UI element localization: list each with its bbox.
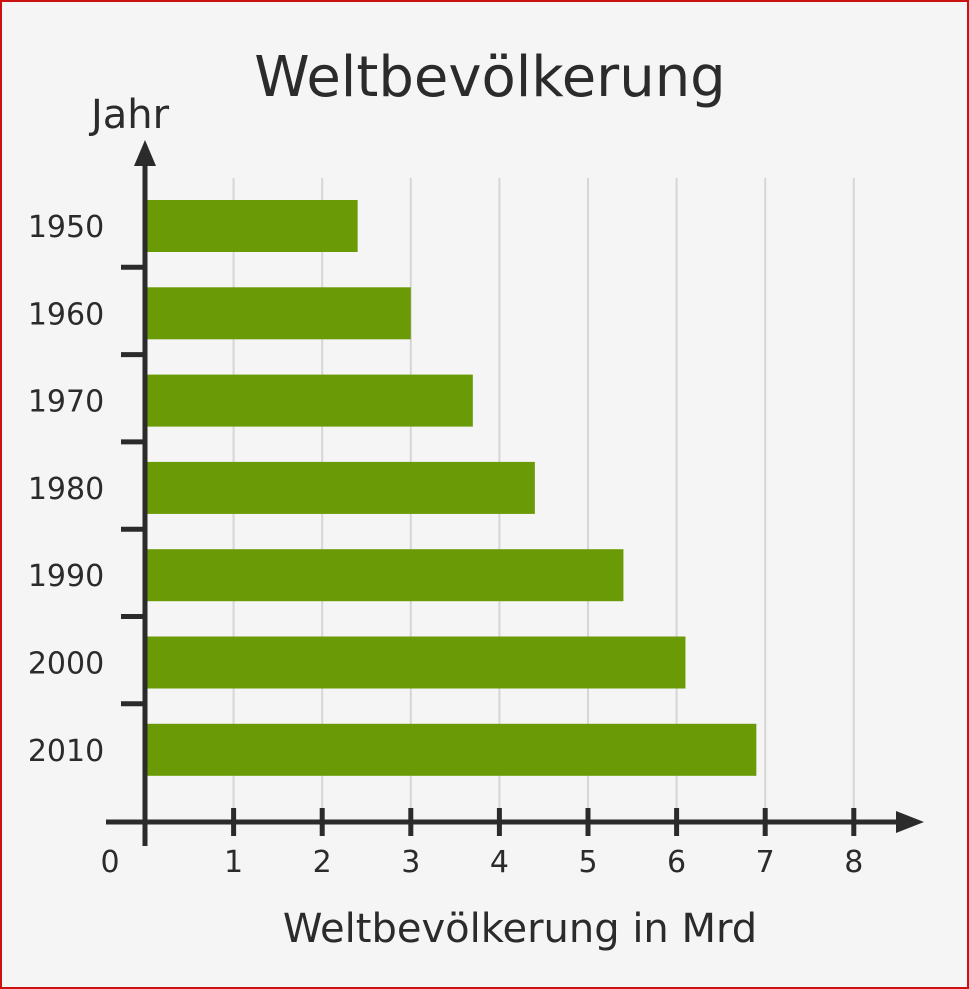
x-axis-arrow-icon [896, 811, 924, 833]
grid-lines [232, 178, 855, 822]
y-tick-label: 2010 [28, 734, 104, 769]
x-tick-label: 3 [401, 845, 420, 880]
x-axis-label: Weltbevölkerung in Mrd [283, 906, 757, 952]
y-tick-label: 1970 [28, 385, 104, 420]
x-tick-label: 6 [667, 845, 686, 880]
chart-title: Weltbevölkerung [254, 45, 725, 110]
bar-1970 [145, 374, 473, 427]
bar-2000 [145, 636, 686, 689]
x-tick-label: 0 [100, 845, 119, 880]
bars [145, 200, 757, 776]
x-tick-label: 7 [756, 845, 775, 880]
x-tick-label: 2 [313, 845, 332, 880]
y-tick-label: 1990 [28, 559, 104, 594]
y-tick-label: 2000 [28, 647, 104, 682]
y-axis-arrow-icon [134, 140, 156, 166]
y-ticks: 1950 1960 1970 1980 1990 2000 2010 [28, 210, 145, 769]
bar-1960 [145, 287, 411, 340]
y-tick-label: 1960 [28, 297, 104, 332]
bar-1980 [145, 461, 535, 514]
y-tick-label: 1950 [28, 210, 104, 245]
x-tick-label: 5 [578, 845, 597, 880]
axes [106, 140, 924, 846]
x-tick-label: 1 [224, 845, 243, 880]
x-ticks: 0 1 2 3 4 5 6 7 8 [100, 808, 863, 880]
y-tick-label: 1980 [28, 472, 104, 507]
bar-1950 [145, 200, 358, 252]
x-tick-label: 4 [490, 845, 509, 880]
x-tick-label: 8 [844, 845, 863, 880]
bar-1990 [145, 549, 624, 602]
y-axis-label: Jahr [88, 92, 170, 138]
bar-2010 [145, 723, 757, 776]
